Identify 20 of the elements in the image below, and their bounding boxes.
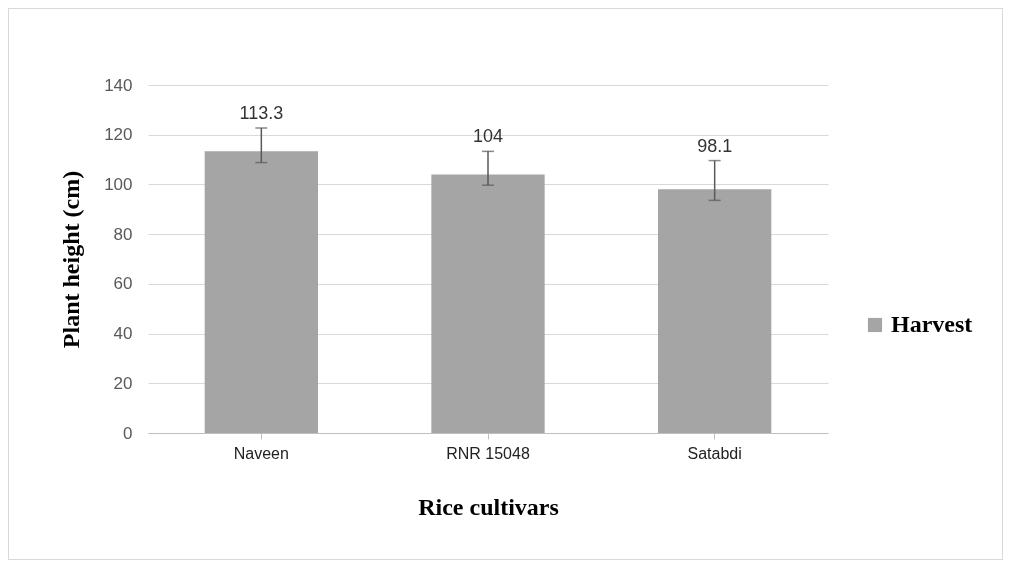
y-tick-label: 100 [104,174,133,194]
data-label: 113.3 [239,103,284,123]
legend-label: Harvest [891,311,973,337]
y-tick-label: 80 [113,224,133,244]
bar [431,174,545,433]
y-tick-label: 140 [104,75,133,95]
y-axis-title: Plant height (cm) [58,170,85,349]
y-tick-label: 60 [113,274,133,294]
bar [658,189,772,433]
x-tick-label: RNR 15048 [446,444,530,462]
x-tick-label: Naveen [233,444,289,462]
x-tick-label: Satabdi [687,444,742,462]
x-axis-title: Rice cultivars [418,493,559,520]
y-tick-label: 20 [113,373,133,393]
bar [204,151,318,433]
y-tick-label: 40 [113,324,133,344]
y-tick-label: 120 [104,125,133,145]
y-tick-label: 0 [123,423,133,443]
data-label: 98.1 [697,135,733,156]
data-label: 104 [472,126,504,147]
